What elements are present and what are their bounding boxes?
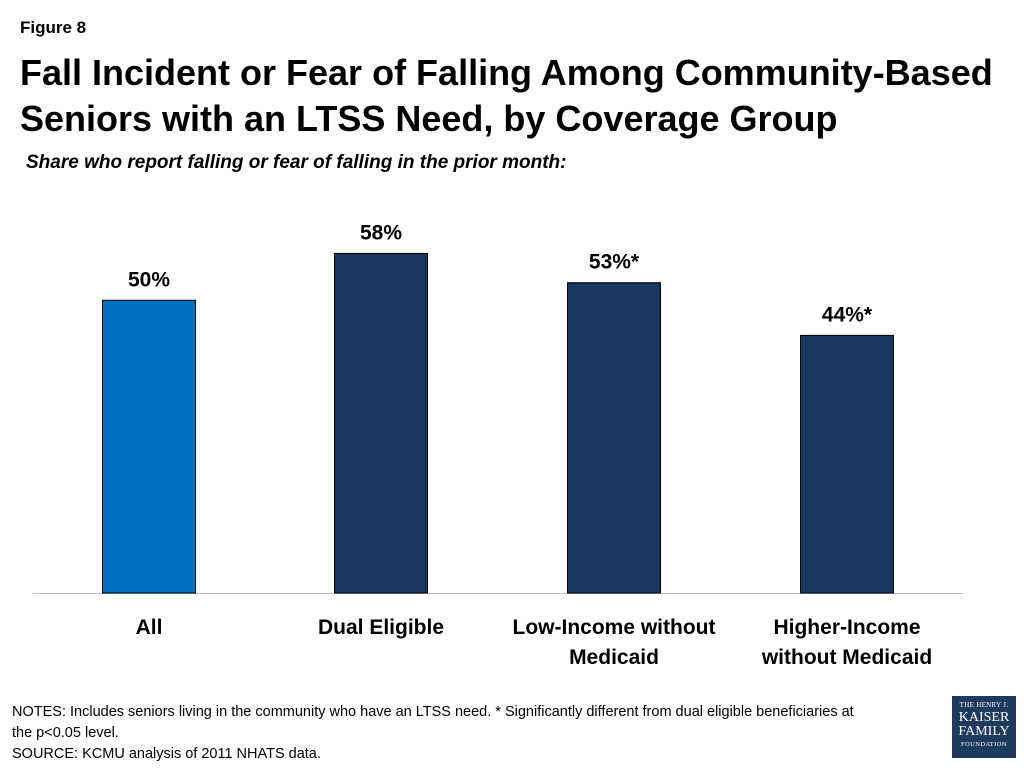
bar-2 [567,282,661,594]
category-label-3-line-0: Higher-Income [773,616,921,639]
chart-title-line-1: Fall Incident or Fear of Falling Among C… [20,52,993,93]
category-label-1-line-0: Dual Eligible [317,616,445,639]
logo-line-2: KAISER [958,710,1010,725]
data-label-0: 50% [128,268,170,291]
category-label-2-line-0: Low-Income without [512,616,716,639]
chart-subtitle: Share who report falling or fear of fall… [26,152,567,173]
kff-logo: THE HENRY J. KAISER FAMILY FOUNDATION [952,696,1016,758]
category-label-0: All [29,613,269,643]
category-label-2-line-1: Medicaid [569,646,659,669]
category-label-1: Dual Eligible [261,613,501,643]
notes-line-1: NOTES: Includes seniors living in the co… [12,704,854,720]
category-label-2: Low-Income without Medicaid [494,613,734,673]
bar-0 [102,299,196,594]
data-label-1: 58% [360,221,402,244]
chart-title: Fall Incident or Fear of Falling Among C… [20,50,1010,142]
category-label-0-line-0: All [135,616,163,639]
chart-title-line-2: Seniors with an LTSS Need, by Coverage G… [20,98,838,139]
bar-chart: 50% 58% 53%* 44%* [33,221,963,594]
notes-line-2: the p<0.05 level. [12,725,119,741]
logo-line-1: THE HENRY J. [959,701,1009,709]
category-label-3: Higher-Income without Medicaid [727,613,967,673]
figure-label: Figure 8 [20,18,87,37]
logo-line-3: FAMILY [958,724,1010,739]
data-label-3: 44%* [822,303,873,326]
source-line: SOURCE: KCMU analysis of 2011 NHATS data… [12,746,321,762]
category-label-3-line-1: without Medicaid [761,646,933,669]
notes: NOTES: Includes seniors living in the co… [12,702,932,765]
bar-1 [334,252,428,594]
data-label-2: 53%* [589,251,640,274]
bar-3 [800,334,894,594]
logo-line-4: FOUNDATION [961,741,1007,748]
